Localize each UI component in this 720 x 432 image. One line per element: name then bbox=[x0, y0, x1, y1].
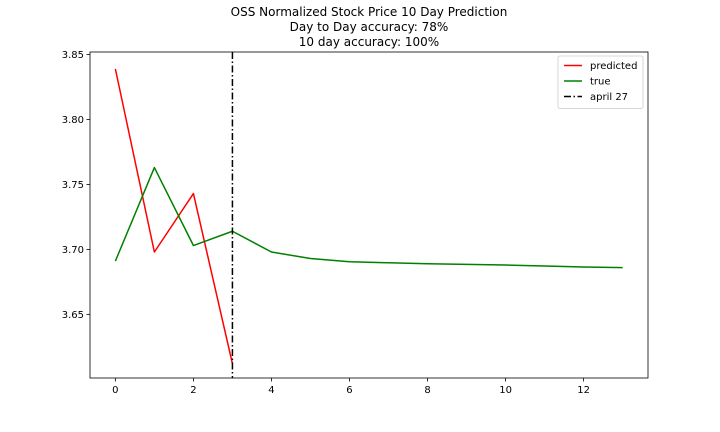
y-axis: 3.65 3.70 3.75 3.80 3.85 bbox=[62, 50, 90, 321]
y-tick-label: 3.65 bbox=[62, 310, 84, 321]
y-tick-label: 3.70 bbox=[62, 245, 84, 256]
plot-frame bbox=[89, 51, 649, 379]
x-tick-label: 2 bbox=[190, 385, 196, 396]
legend-label-april-27: april 27 bbox=[590, 92, 628, 103]
x-tick-label: 8 bbox=[424, 385, 430, 396]
legend-label-true: true bbox=[590, 77, 611, 88]
legend-box bbox=[557, 55, 644, 109]
chart-title-line-3: 10 day accuracy: 100% bbox=[299, 35, 439, 49]
y-tick-label: 3.75 bbox=[62, 180, 84, 191]
x-tick-label: 4 bbox=[268, 385, 274, 396]
x-tick-label: 12 bbox=[577, 385, 590, 396]
series-line-true bbox=[114, 166, 623, 269]
y-tick-label: 3.80 bbox=[62, 115, 84, 126]
legend-label-predicted: predicted bbox=[590, 61, 637, 72]
chart-title-line-1: OSS Normalized Stock Price 10 Day Predic… bbox=[231, 5, 508, 19]
x-tick-label: 0 bbox=[112, 385, 118, 396]
y-tick-label: 3.85 bbox=[62, 50, 84, 61]
series-line-predicted bbox=[114, 68, 234, 364]
chart-title: OSS Normalized Stock Price 10 Day Predic… bbox=[231, 5, 508, 49]
x-tick-label: 6 bbox=[346, 385, 352, 396]
plot-area bbox=[89, 51, 649, 379]
x-tick-label: 10 bbox=[499, 385, 512, 396]
x-axis: 0 2 4 6 8 10 12 bbox=[112, 378, 590, 396]
chart-title-line-2: Day to Day accuracy: 78% bbox=[290, 20, 449, 34]
legend: predicted true april 27 bbox=[557, 55, 644, 109]
